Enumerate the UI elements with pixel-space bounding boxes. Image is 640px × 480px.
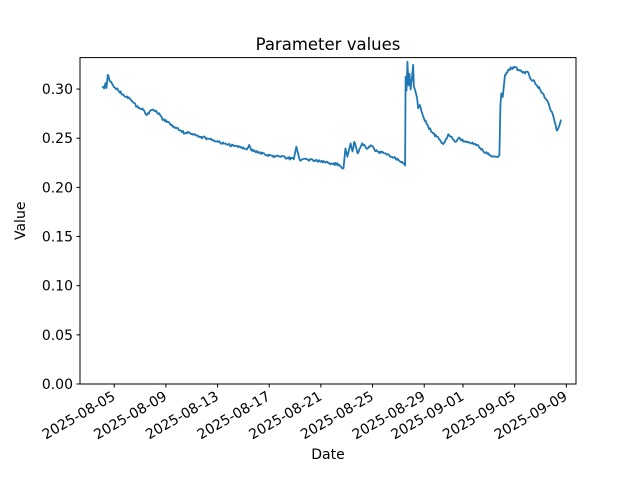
y-tick-label: 0.30: [42, 82, 73, 98]
y-tick-label: 0.00: [42, 377, 73, 393]
y-tick-label: 0.25: [42, 131, 73, 147]
plot-area: 2025-08-052025-08-092025-08-132025-08-17…: [40, 57, 577, 443]
axes-frame: [79, 57, 577, 385]
y-tick-label: 0.15: [42, 230, 73, 246]
x-axis-label: Date: [311, 447, 344, 463]
chart-title: Parameter values: [256, 35, 401, 54]
y-tick-label: 0.20: [42, 180, 73, 196]
y-axis-label: Value: [13, 202, 29, 240]
series-line: [101, 60, 562, 170]
y-tick-label: 0.05: [42, 328, 73, 344]
y-tick-label: 0.10: [42, 279, 73, 295]
